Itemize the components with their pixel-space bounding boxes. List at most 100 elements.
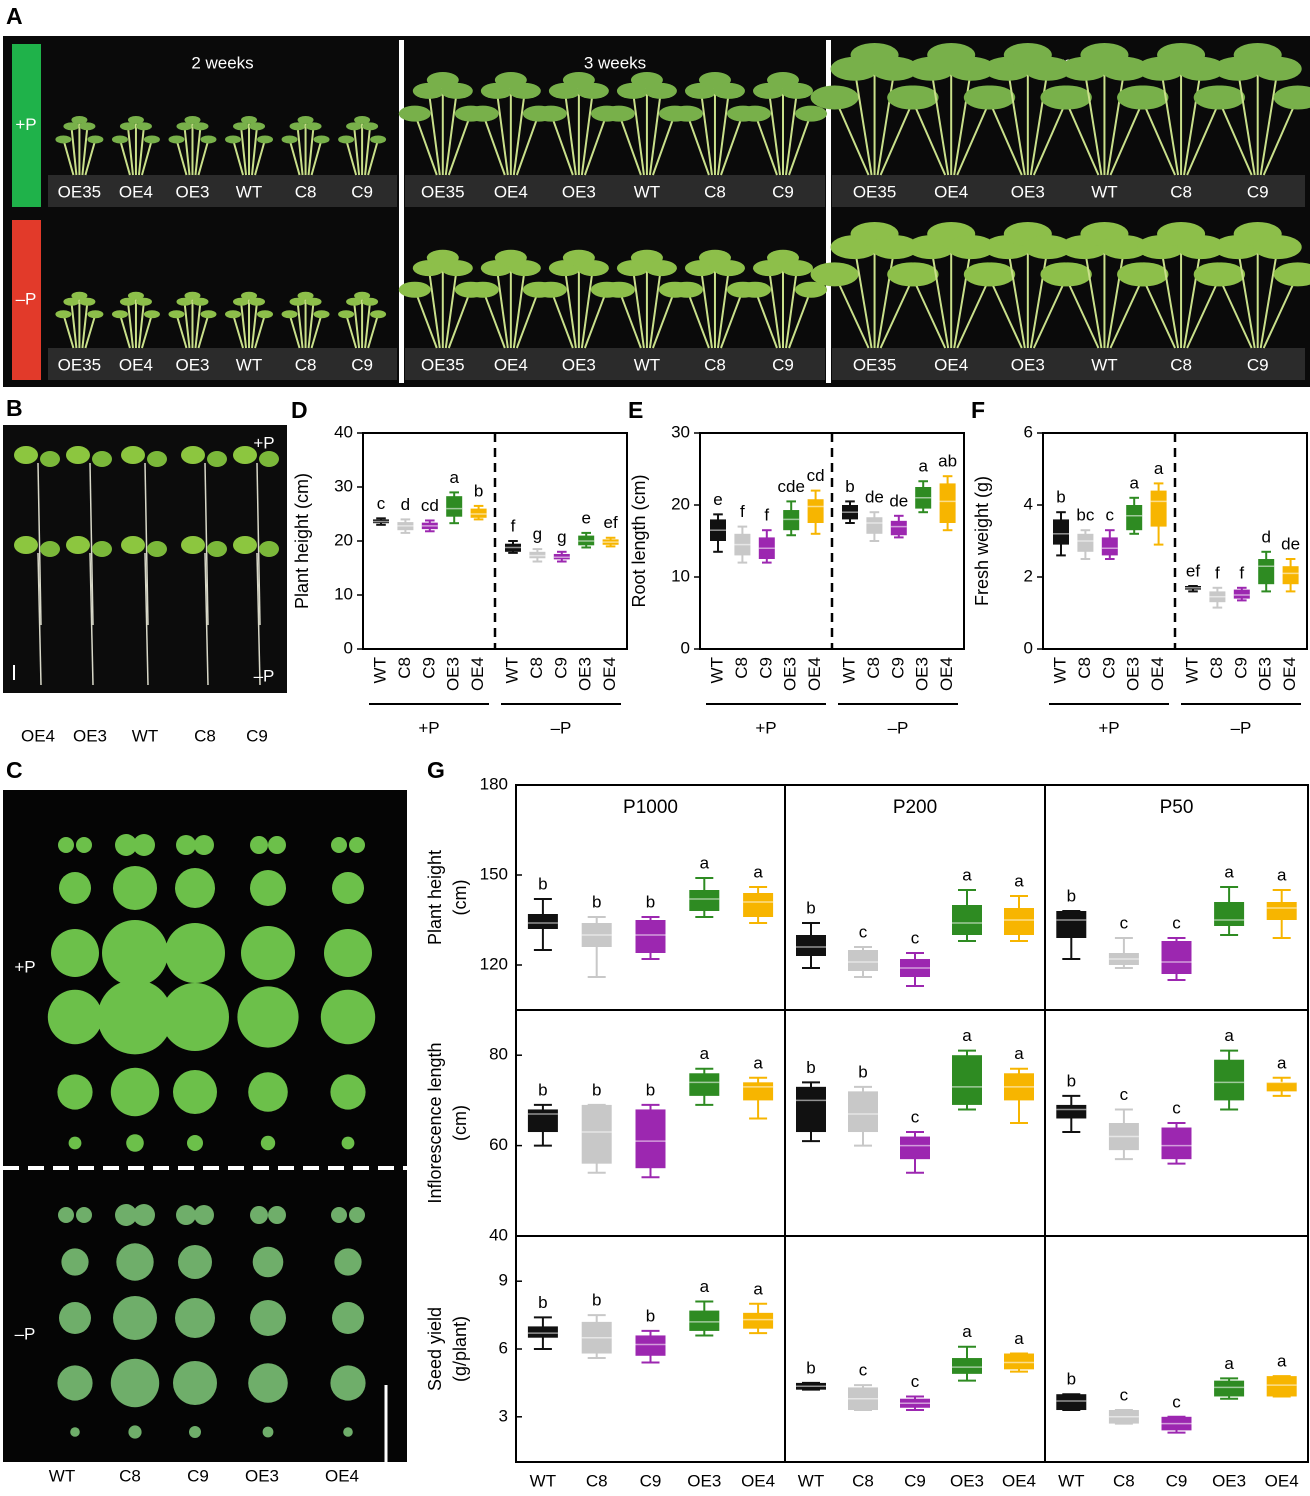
plant-stem bbox=[62, 139, 75, 176]
plant-stem bbox=[1029, 246, 1049, 349]
plant-stem bbox=[686, 289, 710, 349]
plant-stem bbox=[1236, 246, 1256, 349]
significance-letter: a bbox=[753, 1053, 763, 1072]
plant-leaf bbox=[534, 281, 567, 298]
seedling-root bbox=[256, 462, 261, 626]
x-tick-label: WT bbox=[707, 657, 726, 683]
seedling-root bbox=[204, 552, 209, 686]
x-tick-label: C9 bbox=[1166, 1471, 1188, 1490]
genotype-label: C8 bbox=[1170, 355, 1192, 374]
plant-leaf bbox=[576, 82, 609, 99]
plant-leaf bbox=[739, 105, 771, 122]
plant-leaf bbox=[1040, 262, 1089, 287]
leaf bbox=[241, 926, 295, 980]
plant-leaf bbox=[135, 297, 152, 306]
plant-stem bbox=[1236, 68, 1256, 176]
x-tick-label: OE3 bbox=[576, 657, 595, 691]
significance-letter: c bbox=[1120, 1085, 1129, 1104]
plant-leaf bbox=[1023, 235, 1072, 260]
significance-letter: b bbox=[806, 1058, 815, 1077]
seedling-leaf bbox=[40, 451, 60, 467]
box bbox=[1101, 537, 1118, 556]
plant-stem bbox=[175, 139, 188, 176]
box bbox=[743, 1312, 774, 1329]
significance-letter: c bbox=[1172, 913, 1181, 932]
plant-leaf bbox=[508, 82, 541, 99]
cotyledon bbox=[176, 835, 196, 855]
x-tick-label: OE4 bbox=[1002, 1471, 1036, 1490]
plant-leaf bbox=[440, 260, 473, 277]
genotype-label: OE3 bbox=[175, 355, 209, 374]
plant-leaf bbox=[1100, 56, 1149, 81]
significance-letter: cde bbox=[777, 477, 804, 496]
box bbox=[527, 1326, 558, 1338]
significance-letter: ef bbox=[604, 513, 618, 532]
genotype-label: WT bbox=[132, 726, 158, 745]
plant-stem bbox=[720, 113, 744, 176]
plant-leaf bbox=[670, 105, 703, 122]
leaf bbox=[262, 1426, 274, 1438]
plant-leaf bbox=[963, 85, 1012, 110]
significance-letter: a bbox=[700, 853, 710, 872]
genotype-label: OE35 bbox=[421, 355, 464, 374]
significance-letter: c bbox=[1120, 913, 1129, 932]
box bbox=[952, 1358, 982, 1374]
significance-letter: b bbox=[538, 874, 547, 893]
leaf bbox=[161, 983, 229, 1051]
x-tick-label: OE4 bbox=[1148, 657, 1167, 691]
plant-stem bbox=[785, 267, 798, 349]
plant-stem bbox=[345, 139, 358, 176]
plant-leaf bbox=[257, 135, 274, 144]
y-tick-label: 4 bbox=[1024, 494, 1033, 513]
column-title: P1000 bbox=[623, 797, 678, 818]
plant-stem bbox=[631, 267, 645, 349]
box bbox=[1161, 941, 1192, 974]
x-tick-label: C8 bbox=[395, 657, 414, 679]
seedling-leaf bbox=[66, 446, 90, 464]
leaf bbox=[113, 1296, 157, 1340]
seedling-leaf bbox=[147, 451, 167, 467]
plant-leaf bbox=[440, 82, 473, 99]
plant-stem bbox=[367, 313, 380, 349]
plant-stem bbox=[986, 97, 1023, 176]
significance-letter: f bbox=[1215, 563, 1220, 582]
plant-leaf bbox=[63, 122, 80, 131]
y-tick-label: 10 bbox=[334, 584, 353, 603]
cotyledon bbox=[133, 834, 155, 856]
plant-leaf bbox=[781, 82, 813, 99]
plant-leaf bbox=[466, 281, 499, 298]
seedling-leaf bbox=[233, 536, 257, 554]
tray bbox=[48, 348, 397, 380]
significance-letter: d bbox=[401, 495, 410, 514]
plant-stem bbox=[254, 139, 266, 176]
plant-stem bbox=[413, 113, 438, 176]
plant-stem bbox=[183, 126, 191, 176]
leaf bbox=[61, 1248, 89, 1276]
x-tick-label: C8 bbox=[864, 657, 883, 679]
leaf bbox=[330, 1365, 366, 1401]
plant-leaf bbox=[281, 135, 298, 144]
plant-stem bbox=[617, 289, 642, 349]
plant-stem bbox=[70, 126, 78, 176]
box bbox=[1004, 1353, 1034, 1370]
plant-leaf bbox=[1023, 56, 1072, 81]
significance-letter: e bbox=[581, 508, 590, 527]
significance-letter: b bbox=[592, 892, 601, 911]
y-tick-label: 40 bbox=[334, 422, 353, 441]
plant-stem bbox=[876, 246, 896, 349]
genotype-label: C9 bbox=[351, 355, 373, 374]
group-label: –P bbox=[888, 718, 909, 737]
seedling-root bbox=[144, 462, 149, 626]
significance-letter: a bbox=[1014, 1329, 1024, 1348]
plant-leaf bbox=[466, 105, 499, 122]
plant-leaf bbox=[289, 122, 306, 131]
seedling-leaf bbox=[92, 451, 112, 467]
plant-stem bbox=[62, 313, 75, 349]
significance-letter: f bbox=[1239, 563, 1244, 582]
plant-stem bbox=[84, 313, 97, 349]
significance-letter: c bbox=[859, 1361, 868, 1380]
genotype-label: OE3 bbox=[562, 355, 596, 374]
plant-stem bbox=[930, 68, 950, 176]
plant-stem bbox=[364, 301, 372, 349]
box bbox=[527, 914, 558, 929]
